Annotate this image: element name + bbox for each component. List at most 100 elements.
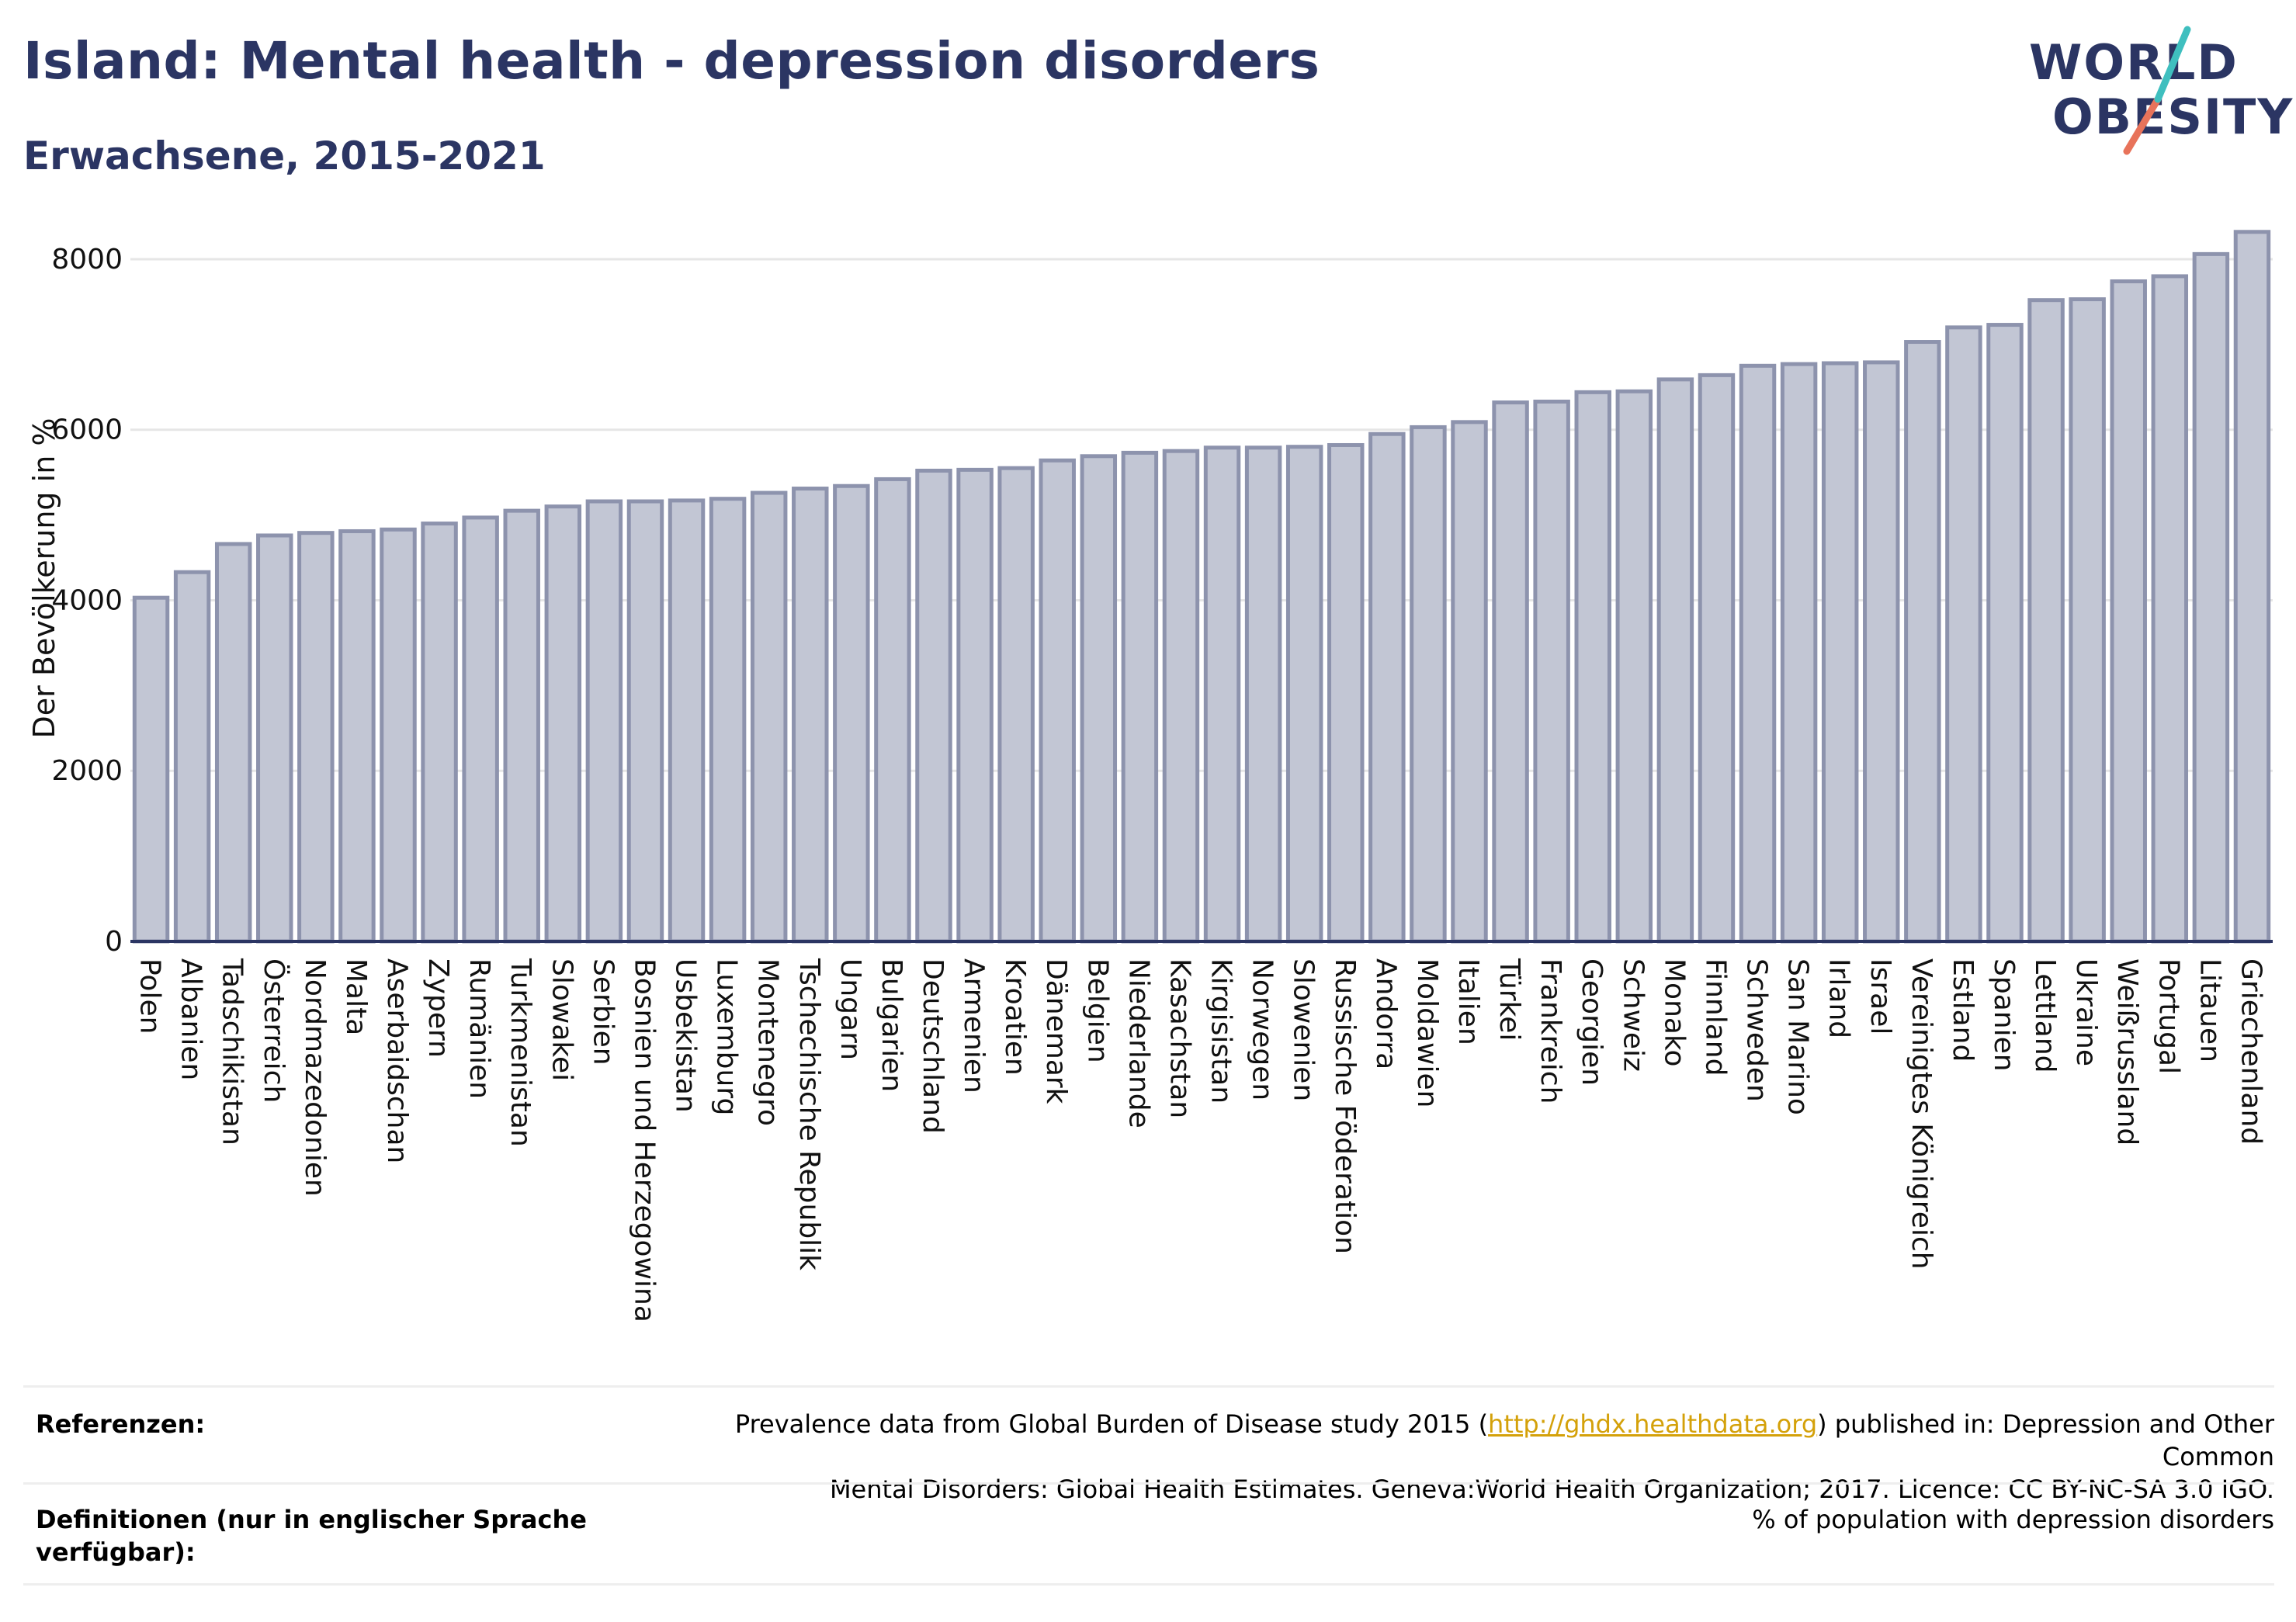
bar bbox=[1656, 377, 1694, 944]
bar bbox=[132, 595, 170, 944]
bar bbox=[626, 499, 664, 944]
bar bbox=[1780, 362, 1818, 944]
x-tick-label: Niederlande bbox=[1122, 958, 1154, 1128]
bar bbox=[1904, 340, 1941, 944]
references-text-line2: Mental Disorders: Global Health Estimate… bbox=[829, 1475, 2274, 1504]
x-tick-label: Litauen bbox=[2194, 958, 2225, 1062]
x-tick-label: Italien bbox=[1452, 958, 1484, 1045]
x-tick-label: Moldawien bbox=[1411, 958, 1443, 1107]
bar bbox=[503, 508, 540, 944]
x-tick-label: Bulgarien bbox=[876, 958, 907, 1092]
bar bbox=[256, 533, 293, 944]
x-tick-label: Portugal bbox=[2152, 958, 2184, 1074]
bar bbox=[1986, 323, 2024, 944]
bar bbox=[1698, 373, 1736, 944]
y-tick-label: 2000 bbox=[51, 755, 123, 787]
logo-line2: OBESITY bbox=[2052, 88, 2294, 145]
x-tick-label: Zypern bbox=[422, 958, 454, 1058]
bar bbox=[421, 522, 458, 944]
y-tick-label: 4000 bbox=[51, 584, 123, 616]
bar bbox=[1492, 400, 1529, 944]
x-tick-label: Monako bbox=[1658, 958, 1690, 1067]
bar bbox=[2069, 297, 2106, 944]
bar bbox=[1615, 389, 1653, 944]
logo-slash-icon bbox=[2123, 26, 2191, 155]
x-tick-label: Nordmazedonien bbox=[299, 958, 331, 1197]
y-tick-label: 0 bbox=[105, 926, 123, 958]
bar bbox=[1574, 390, 1611, 944]
bar bbox=[380, 527, 417, 944]
bar bbox=[1945, 325, 1982, 944]
references-link[interactable]: http://ghdx.healthdata.org bbox=[1488, 1409, 1818, 1439]
x-tick-label: Schweiz bbox=[1617, 958, 1649, 1072]
x-tick-label: Serbien bbox=[587, 958, 619, 1066]
bar bbox=[668, 498, 706, 944]
x-tick-label: Georgien bbox=[1576, 958, 1608, 1086]
x-tick-label: Montenegro bbox=[752, 958, 784, 1126]
page-subtitle: Erwachsene, 2015-2021 bbox=[23, 133, 546, 178]
bar bbox=[2151, 274, 2189, 944]
bar bbox=[709, 497, 747, 944]
bar bbox=[792, 487, 829, 944]
x-tick-label: Kroatien bbox=[999, 958, 1031, 1076]
x-tick-label: Griechenland bbox=[2235, 958, 2267, 1145]
bar bbox=[1327, 442, 1365, 944]
x-tick-label: Dänemark bbox=[1040, 958, 1072, 1104]
bar bbox=[2027, 298, 2065, 944]
x-tick-label: Luxemburg bbox=[711, 958, 743, 1115]
x-tick-label: Türkei bbox=[1493, 958, 1525, 1041]
bar bbox=[1410, 425, 1447, 944]
bar bbox=[1039, 458, 1076, 944]
x-tick-label: Israel bbox=[1864, 958, 1896, 1035]
bar bbox=[1203, 445, 1241, 944]
x-tick-label: Kasachstan bbox=[1164, 958, 1195, 1118]
references-row: Referenzen: Prevalence data from Global … bbox=[23, 1385, 2274, 1504]
x-tick-label: Ukraine bbox=[2070, 958, 2102, 1066]
x-tick-label: Malta bbox=[340, 958, 372, 1035]
bar bbox=[214, 542, 252, 944]
x-tick-label: Tschechische Republik bbox=[793, 958, 825, 1270]
bar bbox=[462, 515, 499, 944]
x-tick-label: Frankreich bbox=[1535, 958, 1566, 1104]
bar bbox=[750, 490, 788, 944]
x-tick-label: Russische Föderation bbox=[1329, 958, 1361, 1254]
x-tick-label: Schweden bbox=[1741, 958, 1773, 1102]
bar bbox=[544, 504, 582, 944]
logo-line1: WORLD bbox=[2029, 34, 2239, 91]
references-text: Prevalence data from Global Burden of Di… bbox=[644, 1408, 2274, 1506]
x-tick-label: Deutschland bbox=[917, 958, 949, 1134]
bar bbox=[1080, 454, 1118, 944]
x-tick-label: Slowakei bbox=[546, 958, 577, 1081]
x-tick-label: Estland bbox=[1947, 958, 1979, 1062]
x-tick-label: Spanien bbox=[1988, 958, 2020, 1072]
bar bbox=[1739, 363, 1777, 944]
bar bbox=[1368, 431, 1406, 944]
x-tick-label: Weißrussland bbox=[2111, 958, 2143, 1145]
bar bbox=[1863, 360, 1900, 944]
references-text-after: ) published in: Depression and Other Com… bbox=[1817, 1409, 2274, 1471]
x-tick-label: San Marino bbox=[1782, 958, 1814, 1115]
bar bbox=[1533, 399, 1570, 944]
world-obesity-logo: WORLD OBESITY bbox=[2018, 23, 2292, 163]
x-tick-label: Kirgisistan bbox=[1205, 958, 1237, 1104]
definitions-label: Definitionen (nur in englischer Sprache … bbox=[36, 1505, 587, 1567]
x-tick-label: Lettland bbox=[2029, 958, 2061, 1073]
x-tick-label: Albanien bbox=[175, 958, 207, 1080]
x-tick-label: Armenien bbox=[958, 958, 990, 1093]
x-tick-label: Polen bbox=[134, 958, 166, 1034]
x-tick-label: Ungarn bbox=[834, 958, 866, 1060]
bar bbox=[173, 570, 211, 944]
definitions-row: Definitionen (nur in englischer Sprache … bbox=[23, 1482, 2274, 1586]
bar bbox=[2233, 230, 2271, 944]
bar bbox=[874, 477, 911, 944]
x-tick-label: Tadschikistan bbox=[217, 958, 248, 1145]
x-tick-label: Finnland bbox=[1699, 958, 1731, 1076]
bar bbox=[585, 499, 623, 944]
bar bbox=[297, 531, 335, 944]
x-tick-label: Rumänien bbox=[463, 958, 495, 1099]
bar-chart: 0 2000 4000 6000 8000 Der Bevölkerung in % Pol… bbox=[27, 230, 2273, 1322]
bar bbox=[915, 468, 952, 944]
x-tick-label: Norwegen bbox=[1247, 958, 1278, 1100]
bar bbox=[1162, 449, 1200, 944]
x-tick-label: Andorra bbox=[1370, 958, 1402, 1069]
